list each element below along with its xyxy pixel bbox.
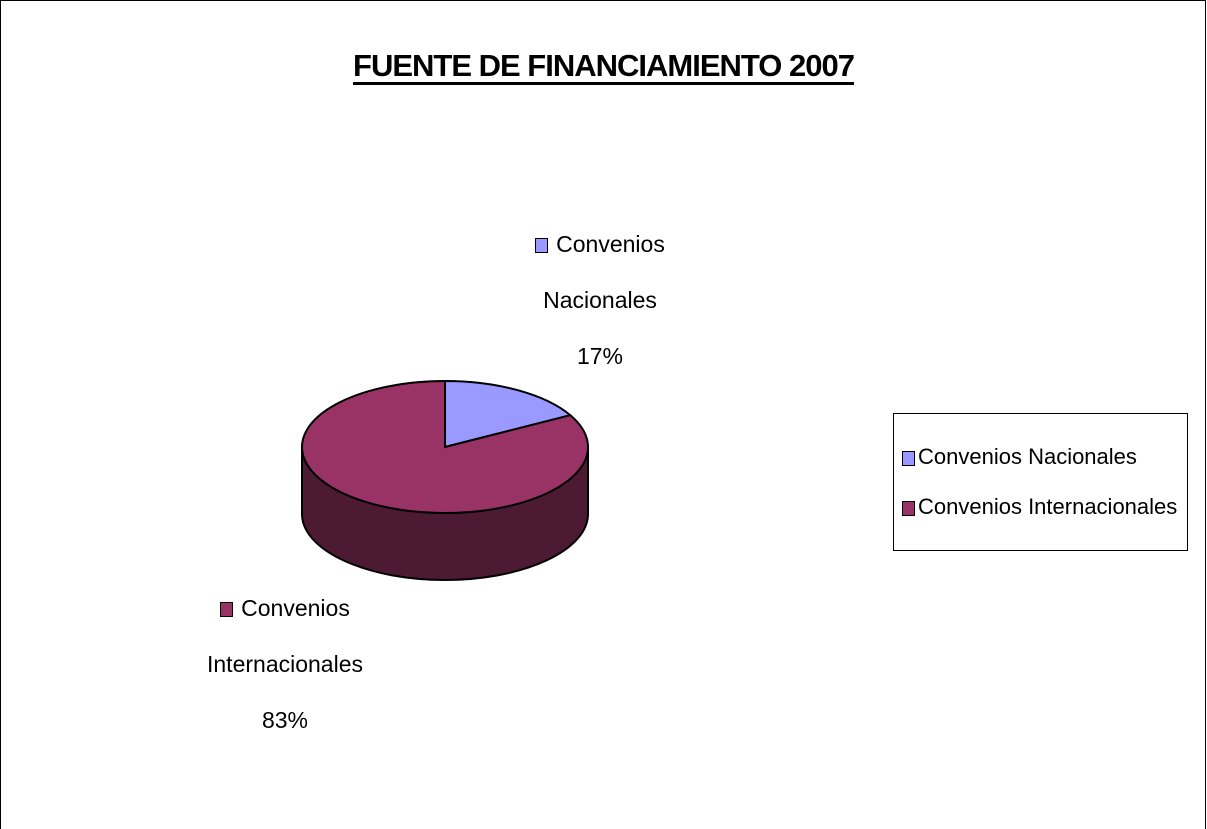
chart-title: FUENTE DE FINANCIAMIENTO 2007 bbox=[353, 48, 855, 83]
label-value: 17% bbox=[576, 343, 624, 369]
legend: Convenios Nacionales Convenios Internacio… bbox=[893, 413, 1189, 551]
legend-swatch bbox=[902, 500, 915, 516]
label-marker bbox=[535, 238, 549, 254]
data-label-name: Convenios Internacionales bbox=[180, 580, 390, 692]
pie-slice bbox=[301, 379, 589, 514]
data-label: Convenios Nacionales 17% bbox=[520, 216, 680, 384]
pie-slice bbox=[444, 379, 573, 449]
legend-label: Convenios Internacionales bbox=[918, 494, 1178, 519]
legend-label: Convenios Nacionales bbox=[918, 444, 1137, 469]
label-category: Convenios Nacionales bbox=[543, 231, 665, 313]
legend-swatch bbox=[902, 450, 915, 466]
legend-item: Convenios Nacionales bbox=[902, 440, 1177, 474]
legend-item: Convenios Internacionales bbox=[902, 490, 1177, 524]
data-label: Convenios Internacionales 83% bbox=[180, 580, 390, 748]
label-marker bbox=[220, 602, 234, 618]
label-value: 83% bbox=[261, 707, 309, 733]
data-label-name: Convenios Nacionales bbox=[520, 216, 680, 328]
label-category: Convenios Internacionales bbox=[207, 595, 363, 677]
